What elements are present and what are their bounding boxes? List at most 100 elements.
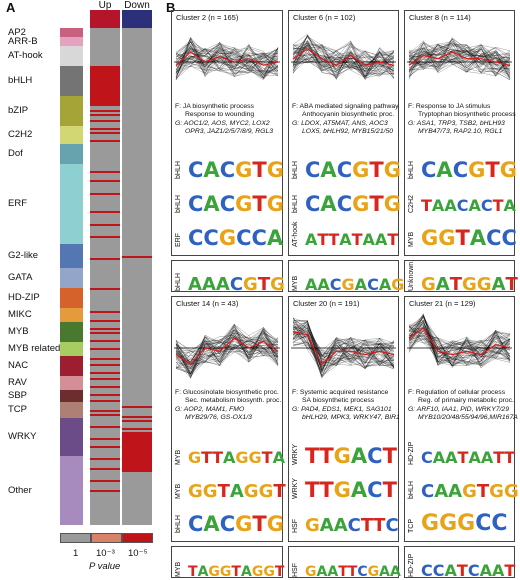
family-block-dof: [60, 144, 83, 164]
heatmap-cell: [90, 236, 120, 238]
cluster-panel: Cluster 6 (n = 102) F: ABA mediated signa…: [288, 10, 401, 256]
gene-profile-line: [175, 329, 279, 365]
family-block-hd-zip: [60, 288, 83, 308]
heatmap-cell: [90, 320, 120, 322]
gene-profile-line: [175, 335, 279, 364]
gene-line: G: LDOX, AT5MAT, ANS, AOC3: [292, 119, 388, 127]
gene-profile-line: [292, 46, 395, 80]
gene-profile-line: [175, 333, 279, 363]
function-line: Sec. metabolism biosynth. proc.: [185, 397, 282, 405]
motif-tf-label: TCP: [408, 519, 415, 533]
heatmap-cell: [90, 288, 120, 290]
heatmap-cell: [90, 400, 120, 402]
gene-profile-line: [175, 344, 279, 366]
gene-profile-line: [292, 321, 395, 369]
family-block-bhlh: [60, 66, 83, 96]
gene-profile-line: [175, 45, 279, 80]
family-label: MIKC: [8, 309, 32, 320]
motif-tf-label: MYB: [175, 483, 182, 499]
gene-profile-line: [175, 332, 279, 363]
cluster-annotation: F: Response to JA stimulus Tryptophan bio…: [408, 103, 516, 137]
family-label: AP2: [8, 26, 26, 38]
gene-profile-line: [175, 41, 279, 71]
heatmap-cell: [90, 224, 120, 226]
heatmap-cell: [90, 458, 120, 460]
gene-profile-line: [292, 41, 395, 74]
cluster-panel: Cluster 2 (n = 165) F: JA biosynthetic pr…: [171, 10, 284, 256]
cluster-panel: Cluster 14 (n = 43) F: Glucosinolate bios…: [171, 296, 286, 542]
function-line: F: Response to JA stimulus: [408, 103, 491, 110]
gene-profile-line: [175, 46, 279, 77]
family-block-myb: [60, 322, 83, 342]
heatmap-cell: [122, 406, 152, 408]
gene-profile-line: [175, 48, 279, 76]
gene-line: MYB47/73, RAP2.10, RGL1: [418, 128, 503, 136]
gene-profile-line: [292, 325, 395, 366]
heatmap-cell: [90, 120, 120, 122]
gene-profile-line: [408, 327, 511, 364]
heatmap-cell: [90, 468, 120, 470]
gene-profile-line: [292, 336, 395, 371]
gene-profile-line: [408, 38, 511, 71]
panel-b-letter: B: [166, 0, 176, 15]
heatmap-cell: [90, 258, 120, 260]
cluster-annotation: F: Glucosinolate biosynthetic proc. Sec. …: [175, 389, 281, 423]
gene-profile-line: [408, 43, 511, 69]
gene-line: MYB10/20/48/55/94/96,MIR167A: [418, 414, 518, 422]
panel-a-letter: A: [6, 0, 16, 15]
gene-line: G: AOP2, MAM1, FMO: [175, 405, 245, 413]
motif-tf-label: bHLH: [175, 161, 182, 179]
gene-profile-line: [408, 39, 511, 60]
heatmap-cell: [90, 132, 120, 134]
mean-profile-line: [175, 51, 279, 66]
gene-profile-line: [175, 50, 279, 71]
cluster-annotation: F: Systemic acquired resistance SA biosyn…: [292, 389, 400, 423]
motif-tf-label: HD-ZIP: [408, 441, 415, 465]
family-block-nac: [60, 356, 83, 376]
gene-profile-line: [292, 35, 395, 79]
heatmap-cell: [90, 394, 120, 396]
gene-profile-line: [292, 44, 395, 62]
expression-profile-chart: [174, 37, 280, 81]
cluster-title: Cluster 21 (n = 129): [409, 299, 476, 308]
function-line: F: ABA mediated signaling pathway: [292, 103, 399, 110]
heatmap-cell: [122, 428, 152, 430]
motif-tf-label: bHLH: [408, 161, 415, 179]
heatmap-cell: [90, 364, 120, 366]
function-line: F: JA biosynthetic process: [175, 103, 254, 110]
gene-profile-line: [175, 337, 279, 378]
gene-profile-line: [408, 326, 511, 367]
gene-profile-line: [292, 333, 395, 360]
motif-tf-label: HSF: [292, 519, 299, 533]
expression-profile-chart: [407, 313, 512, 369]
function-line: Response to wounding: [185, 111, 255, 119]
gene-line: G: ARF10, IAA1, PID, WRKY7/29: [408, 405, 509, 413]
family-label: C2H2: [8, 129, 33, 140]
motif-tf-label: MYB: [175, 449, 182, 465]
cluster-panel: Cluster 21 (n = 129) F: Regulation of cel…: [404, 296, 519, 542]
gene-profile-line: [408, 43, 511, 75]
motif-tf-label: bHLH: [175, 273, 182, 291]
motif-tf-label: AT-hook: [292, 221, 299, 247]
legend-swatch-3: [122, 533, 153, 543]
family-block-c2h2: [60, 126, 83, 144]
gene-profile-line: [175, 52, 279, 76]
family-block-wrky: [60, 418, 83, 456]
heatmap-cell: [90, 480, 120, 482]
heatmap-cell: [90, 140, 120, 142]
family-label: ARR-B: [8, 35, 38, 47]
gene-line: LOX5, bHLH92, MYB15/21/50: [302, 128, 394, 136]
gene-profile-line: [408, 320, 511, 362]
cluster-panel: Cluster 20 (n = 191) F: Systemic acquired…: [288, 296, 400, 542]
heatmap-cell: [90, 311, 120, 313]
family-block-rav: [60, 376, 83, 390]
family-label: RAV: [8, 377, 27, 388]
heatmap-cell: [90, 66, 120, 106]
